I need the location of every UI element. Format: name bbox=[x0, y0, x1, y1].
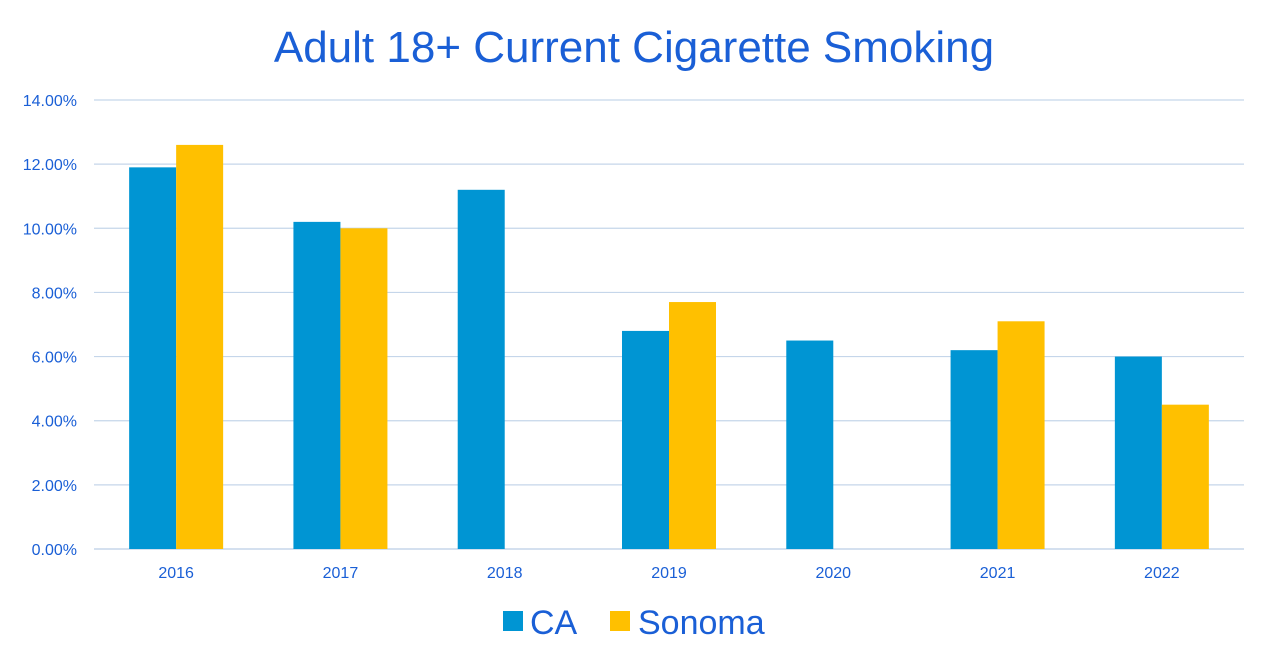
y-axis-ticks: 0.00% 2.00% 4.00% 6.00% 8.00% 10.00% 12.00% 14.… bbox=[23, 93, 77, 559]
x-axis-ticks: 2016 2017 2018 2019 2020 2021 2022 bbox=[158, 565, 1179, 582]
x-tick-label: 2019 bbox=[651, 565, 687, 582]
y-tick-label: 12.00% bbox=[23, 157, 77, 174]
bar-ca-2019 bbox=[622, 330, 669, 549]
bar-ca-2021 bbox=[950, 350, 998, 549]
bar-ca-2017 bbox=[293, 221, 341, 549]
bar-ca-2018 bbox=[457, 189, 505, 550]
bar-sonoma-2017 bbox=[340, 228, 388, 550]
y-tick-label: 14.00% bbox=[23, 93, 77, 110]
legend: CA Sonoma bbox=[503, 604, 765, 642]
x-tick-label: 2022 bbox=[1144, 565, 1180, 582]
y-tick-label: 10.00% bbox=[23, 221, 77, 238]
y-tick-label: 8.00% bbox=[32, 285, 77, 302]
y-tick-label: 4.00% bbox=[32, 414, 77, 431]
chart-title: Adult 18+ Current Cigarette Smoking bbox=[274, 23, 994, 72]
bar-sonoma-2022 bbox=[1161, 404, 1209, 549]
bar-sonoma-2016 bbox=[176, 144, 224, 549]
bar-sonoma-2019 bbox=[669, 302, 716, 549]
bar-ca-2020 bbox=[786, 340, 834, 549]
x-tick-label: 2018 bbox=[487, 565, 523, 582]
legend-label-ca: CA bbox=[530, 604, 578, 642]
y-tick-label: 6.00% bbox=[32, 350, 77, 367]
x-tick-label: 2016 bbox=[158, 565, 194, 582]
bar-ca-2016 bbox=[129, 167, 177, 549]
bar-ca-2022 bbox=[1114, 356, 1162, 549]
grid bbox=[94, 99, 1244, 550]
legend-label-sonoma: Sonoma bbox=[638, 604, 765, 642]
x-tick-label: 2017 bbox=[323, 565, 359, 582]
x-tick-label: 2020 bbox=[815, 565, 851, 582]
y-tick-label: 0.00% bbox=[32, 542, 77, 559]
y-tick-label: 2.00% bbox=[32, 478, 77, 495]
bar-sonoma-2021 bbox=[997, 321, 1045, 549]
legend-swatch-ca bbox=[503, 611, 523, 631]
x-tick-label: 2021 bbox=[980, 565, 1016, 582]
legend-swatch-sonoma bbox=[610, 611, 630, 631]
bars bbox=[129, 144, 1209, 550]
